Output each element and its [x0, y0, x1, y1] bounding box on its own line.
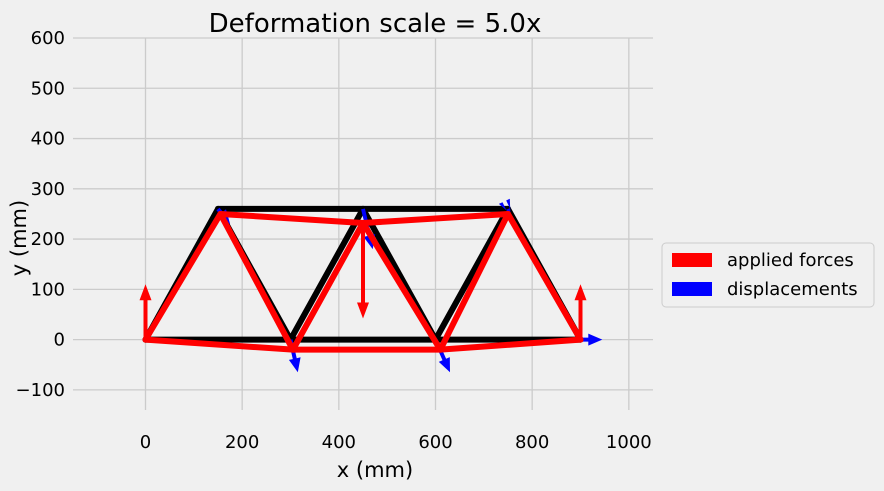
x-tick-labels: 0 200 400 600 800 1000 [140, 432, 652, 453]
legend-label-applied-forces: applied forces [727, 250, 854, 271]
y-tick-labels: −100 0 100 200 300 400 500 600 [16, 28, 65, 401]
y-tick-label: 400 [31, 129, 65, 150]
deformed-member [217, 210, 296, 353]
y-tick-label: 500 [31, 78, 65, 99]
deformed-member [437, 336, 584, 353]
chart-title: Deformation scale = 5.0x [209, 9, 542, 39]
x-tick-label: 800 [515, 432, 549, 453]
x-tick-label: 0 [140, 432, 151, 453]
applied-force-arrow [574, 284, 587, 340]
displacement-arrow [498, 198, 511, 214]
displacement-arrow [580, 333, 603, 346]
deformed-member [360, 219, 444, 353]
deformed-member [142, 336, 296, 353]
deformed-member [142, 210, 224, 343]
x-tick-label: 400 [322, 432, 356, 453]
deformed-member [289, 219, 366, 353]
y-axis-label: y (mm) [7, 200, 31, 276]
applied-force-arrow [357, 223, 369, 319]
undeformed-member [287, 205, 366, 343]
deformed-member [360, 210, 511, 226]
deformed-truss [142, 210, 584, 353]
y-tick-label: 0 [54, 330, 65, 351]
plot-area [139, 198, 603, 373]
y-tick-label: 200 [31, 229, 65, 250]
deformed-member [505, 210, 584, 343]
y-tick-label: 600 [31, 28, 65, 49]
x-tick-label: 200 [225, 432, 259, 453]
undeformed-member [432, 205, 511, 343]
y-tick-label: −100 [16, 380, 65, 401]
y-tick-label: 100 [31, 279, 65, 300]
y-tick-label: 300 [31, 179, 65, 200]
applied-force-arrows [139, 223, 587, 340]
x-tick-label: 600 [418, 432, 452, 453]
deformed-member [217, 210, 366, 226]
legend: applied forces displacements [661, 242, 875, 308]
legend-swatch-applied-forces [672, 253, 712, 267]
legend-swatch-displacements [672, 282, 712, 296]
legend-label-displacements: displacements [727, 279, 858, 300]
applied-force-arrow [139, 284, 152, 340]
x-axis-label: x (mm) [337, 458, 413, 482]
deformed-member [437, 210, 511, 353]
x-tick-label: 1000 [606, 432, 652, 453]
legend-frame [661, 242, 875, 308]
